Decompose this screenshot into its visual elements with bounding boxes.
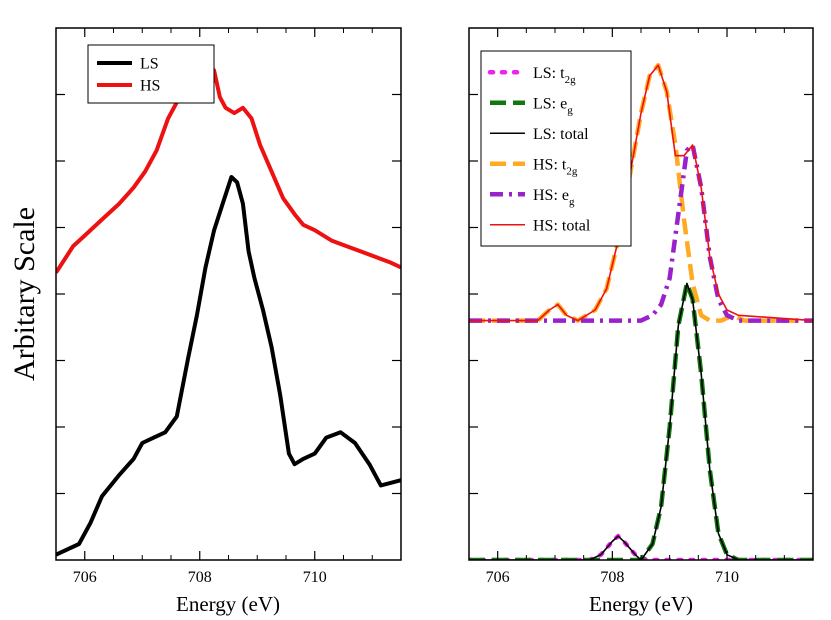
right-plot-curves — [469, 62, 813, 560]
series-line-ls-eg — [469, 281, 813, 560]
left-x-axis-title: Energy (eV) — [176, 592, 280, 616]
legend-label: HS — [140, 78, 160, 95]
series-line-ls — [56, 175, 401, 557]
x-tick-label: 708 — [600, 569, 624, 586]
series-line-hs-total — [469, 64, 813, 322]
x-tick-label: 710 — [715, 569, 739, 586]
left-plot-frame — [55, 27, 402, 561]
legend-label: LS — [140, 56, 159, 73]
legend-label: HS: eg — [533, 187, 575, 208]
right-plot-ticks: 706 708 710 — [468, 28, 814, 586]
x-tick-label: 708 — [188, 569, 212, 586]
series-line-hs — [56, 52, 401, 274]
left-plot-curves — [56, 52, 401, 557]
legend-box — [480, 50, 632, 247]
left-panel: 706 708 710 Arbitary Scale Energy (eV) LS H… — [8, 27, 402, 616]
left-legend: LS HS — [87, 44, 215, 104]
right-x-axis-title: Energy (eV) — [589, 592, 693, 616]
right-plot-frame — [468, 27, 814, 561]
series-line-hs-eg — [469, 142, 813, 323]
left-y-axis-title: Arbitary Scale — [8, 207, 41, 381]
x-tick-label: 710 — [303, 569, 327, 586]
legend-label: LS: total — [533, 126, 589, 143]
x-tick-label: 706 — [486, 569, 510, 586]
legend-label: HS: total — [533, 217, 591, 234]
series-line-ls-total — [469, 282, 813, 560]
legend-box — [87, 44, 215, 104]
x-tick-label: 706 — [73, 569, 97, 586]
legend-label: LS: eg — [533, 95, 573, 116]
